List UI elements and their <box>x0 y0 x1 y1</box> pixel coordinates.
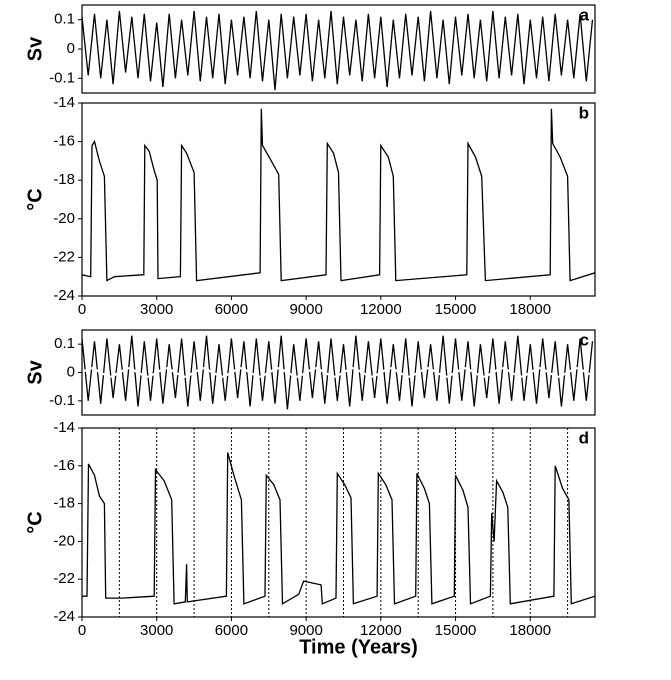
x-tick-label: 12000 <box>360 301 402 318</box>
x-tick-label: 18000 <box>509 301 551 318</box>
x-tick-label: 0 <box>78 301 86 318</box>
y-axis-label: Sv <box>24 359 46 384</box>
y-tick-label: -20 <box>53 210 75 227</box>
data-line <box>82 10 594 91</box>
panel-label: b <box>579 103 589 122</box>
x-tick-label: 0 <box>78 622 86 639</box>
y-tick-label: -0.1 <box>49 69 75 86</box>
y-tick-label: 0.1 <box>54 11 75 28</box>
y-axis-label: °C <box>24 188 46 210</box>
y-tick-label: -20 <box>53 532 75 549</box>
y-tick-label: 0 <box>67 40 75 57</box>
y-tick-label: -14 <box>53 419 75 436</box>
plot-frame <box>81 102 596 297</box>
x-tick-label: 15000 <box>435 301 477 318</box>
x-tick-label: 3000 <box>140 301 173 318</box>
y-axis-label: Sv <box>24 36 46 61</box>
y-tick-label: -18 <box>53 171 75 188</box>
y-tick-label: 0.1 <box>54 335 75 352</box>
panel-label: c <box>580 330 589 349</box>
y-tick-label: -22 <box>53 570 75 587</box>
y-tick-label: -24 <box>53 608 75 625</box>
y-tick-label: -18 <box>53 495 75 512</box>
x-tick-label: 9000 <box>289 622 322 639</box>
x-axis-label: Time (Years) <box>299 636 418 658</box>
x-tick-label: 6000 <box>215 301 248 318</box>
y-tick-label: -0.1 <box>49 392 75 409</box>
y-axis-label: °C <box>24 511 46 533</box>
x-tick-label: 9000 <box>289 301 322 318</box>
data-line <box>82 452 595 605</box>
y-tick-label: 0 <box>67 363 75 380</box>
x-tick-label: 3000 <box>140 622 173 639</box>
data-line <box>82 335 594 410</box>
panel-label: a <box>580 5 590 24</box>
y-tick-label: -14 <box>53 94 75 111</box>
x-tick-label: 12000 <box>360 622 402 639</box>
y-tick-label: -24 <box>53 287 75 304</box>
y-tick-label: -16 <box>53 133 75 150</box>
panel-label: d <box>579 428 589 447</box>
x-tick-label: 15000 <box>435 622 477 639</box>
y-tick-label: -16 <box>53 457 75 474</box>
plot-frame <box>81 427 596 618</box>
y-tick-label: -22 <box>53 248 75 265</box>
x-tick-label: 18000 <box>509 622 551 639</box>
data-line <box>82 367 595 378</box>
x-tick-label: 6000 <box>215 622 248 639</box>
data-line <box>82 108 595 282</box>
